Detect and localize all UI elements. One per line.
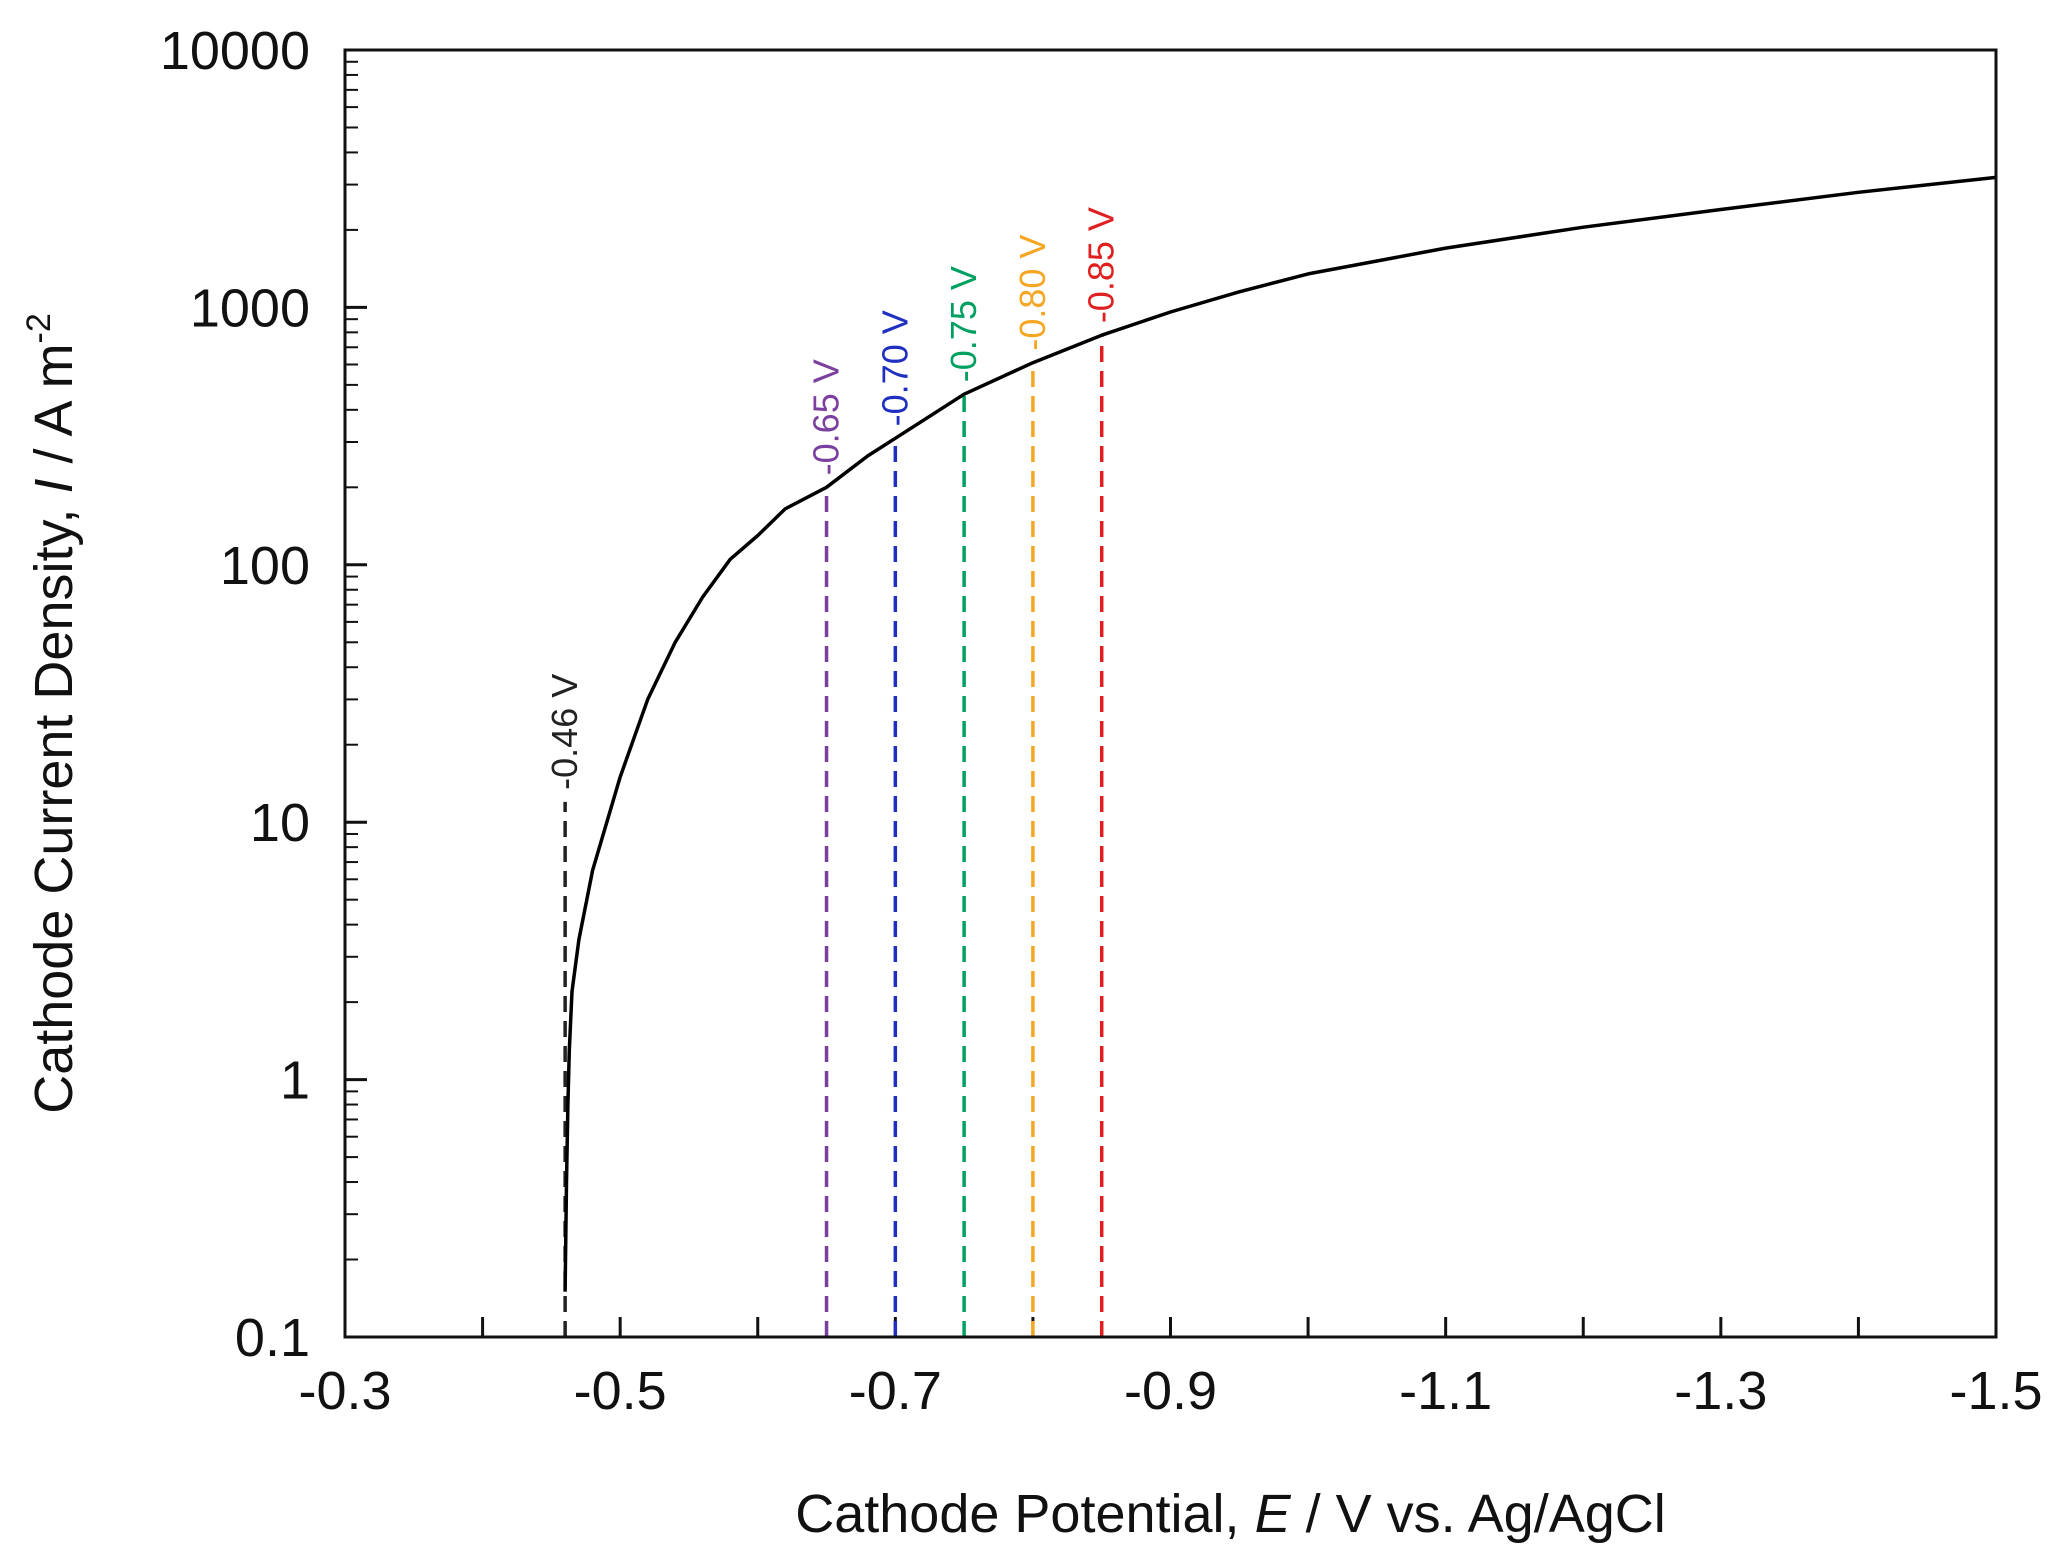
x-tick-label: -0.5	[574, 1361, 667, 1421]
y-tick-label: 1000	[190, 278, 310, 338]
y-axis-title-sup: -2	[20, 313, 58, 343]
axes-layer: -0.3 -0.5 -0.7 -0.9 -1.1 -1.3 -1.5 0.1 1 10 100 100…	[160, 21, 2043, 1421]
x-tick-label: -0.7	[849, 1361, 942, 1421]
y-axis-title-unit: / A m	[24, 343, 84, 478]
reference-line-label: -0.65 V	[806, 359, 847, 475]
x-tick-label: -0.9	[1124, 1361, 1217, 1421]
x-axis-title-var: E	[1255, 1484, 1292, 1544]
reference-line-label: -0.70 V	[874, 310, 915, 426]
x-axis-title-prefix: Cathode Potential,	[795, 1484, 1254, 1544]
x-tick-label: -1.3	[1674, 1361, 1767, 1421]
series-line	[563, 175, 1997, 1292]
x-tick-label: -0.3	[298, 1361, 391, 1421]
y-axis-title-prefix: Cathode Current Density,	[24, 494, 84, 1114]
x-axis-title-suffix: / V vs. Ag/AgCl	[1291, 1484, 1666, 1544]
x-tick-label: -1.1	[1399, 1361, 1492, 1421]
curve-layer	[563, 175, 1997, 1292]
reference-lines: -0.46 V -0.65 V -0.70 V -0.75 V -0.80 V -0.85…	[544, 207, 1122, 1337]
y-tick-label: 0.1	[235, 1308, 310, 1368]
reference-line-label: -0.75 V	[943, 266, 984, 382]
plot-frame	[343, 48, 1998, 1339]
y-tick-label: 1	[280, 1051, 310, 1111]
y-tick-label: 10000	[160, 21, 310, 81]
x-axis-title: Cathode Potential, E / V vs. Ag/AgCl	[795, 1484, 1666, 1544]
reference-line-label: -0.46 V	[544, 674, 585, 790]
x-tick-label: -1.5	[1949, 1361, 2042, 1421]
reference-line-label: -0.80 V	[1012, 235, 1053, 351]
y-tick-label: 100	[220, 536, 310, 596]
y-axis-title: Cathode Current Density, I / A m-2	[20, 313, 84, 1114]
y-tick-label: 10	[250, 793, 310, 853]
reference-line-label: -0.85 V	[1081, 207, 1122, 323]
y-axis-title-var: I	[24, 478, 84, 493]
